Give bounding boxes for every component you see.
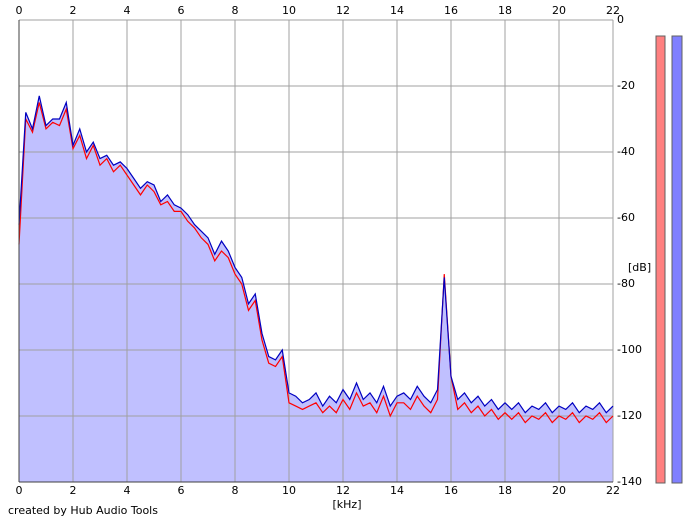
x-tick-label-top: 14 (390, 4, 404, 17)
x-tick-label-top: 2 (70, 4, 77, 17)
right-level-meter (671, 35, 683, 484)
y-tick-label: -80 (617, 277, 635, 290)
x-tick-label-top: 4 (124, 4, 131, 17)
x-axis-label: [kHz] (333, 498, 362, 511)
left-level-meter (655, 35, 666, 484)
footer: created by Hub Audio Tools (8, 504, 158, 517)
x-tick-label: 20 (552, 484, 566, 497)
x-tick-label-top: 12 (336, 4, 350, 17)
x-tick-label-top: 18 (498, 4, 512, 17)
x-tick-label: 18 (498, 484, 512, 497)
y-tick-label: -140 (617, 475, 642, 488)
y-tick-label: -20 (617, 79, 635, 92)
spectrum-line (18, 95, 614, 414)
x-tick-label: 2 (70, 484, 77, 497)
x-tick-label: 8 (232, 484, 239, 497)
x-tick-label: 0 (16, 484, 23, 497)
spectrum-line (18, 102, 614, 424)
y-axis-label: [dB] (628, 261, 651, 274)
x-tick-label: 16 (444, 484, 458, 497)
x-tick-label: 22 (606, 484, 620, 497)
x-tick-label-top: 0 (16, 4, 23, 17)
x-tick-label-top: 20 (552, 4, 566, 17)
x-tick-label: 14 (390, 484, 404, 497)
y-tick-label: -120 (617, 409, 642, 422)
x-tick-label-top: 10 (282, 4, 296, 17)
x-tick-label: 6 (178, 484, 185, 497)
x-tick-label-top: 8 (232, 4, 239, 17)
x-tick-label-top: 22 (606, 4, 620, 17)
x-tick-label-top: 16 (444, 4, 458, 17)
x-tick-label-top: 6 (178, 4, 185, 17)
spectrum-area (19, 95, 613, 483)
y-tick-label: -100 (617, 343, 642, 356)
y-tick-label: -60 (617, 211, 635, 224)
x-tick-label: 4 (124, 484, 131, 497)
y-tick-label: -40 (617, 145, 635, 158)
x-tick-label: 10 (282, 484, 296, 497)
y-tick-label: 0 (617, 13, 624, 26)
x-tick-label: 12 (336, 484, 350, 497)
